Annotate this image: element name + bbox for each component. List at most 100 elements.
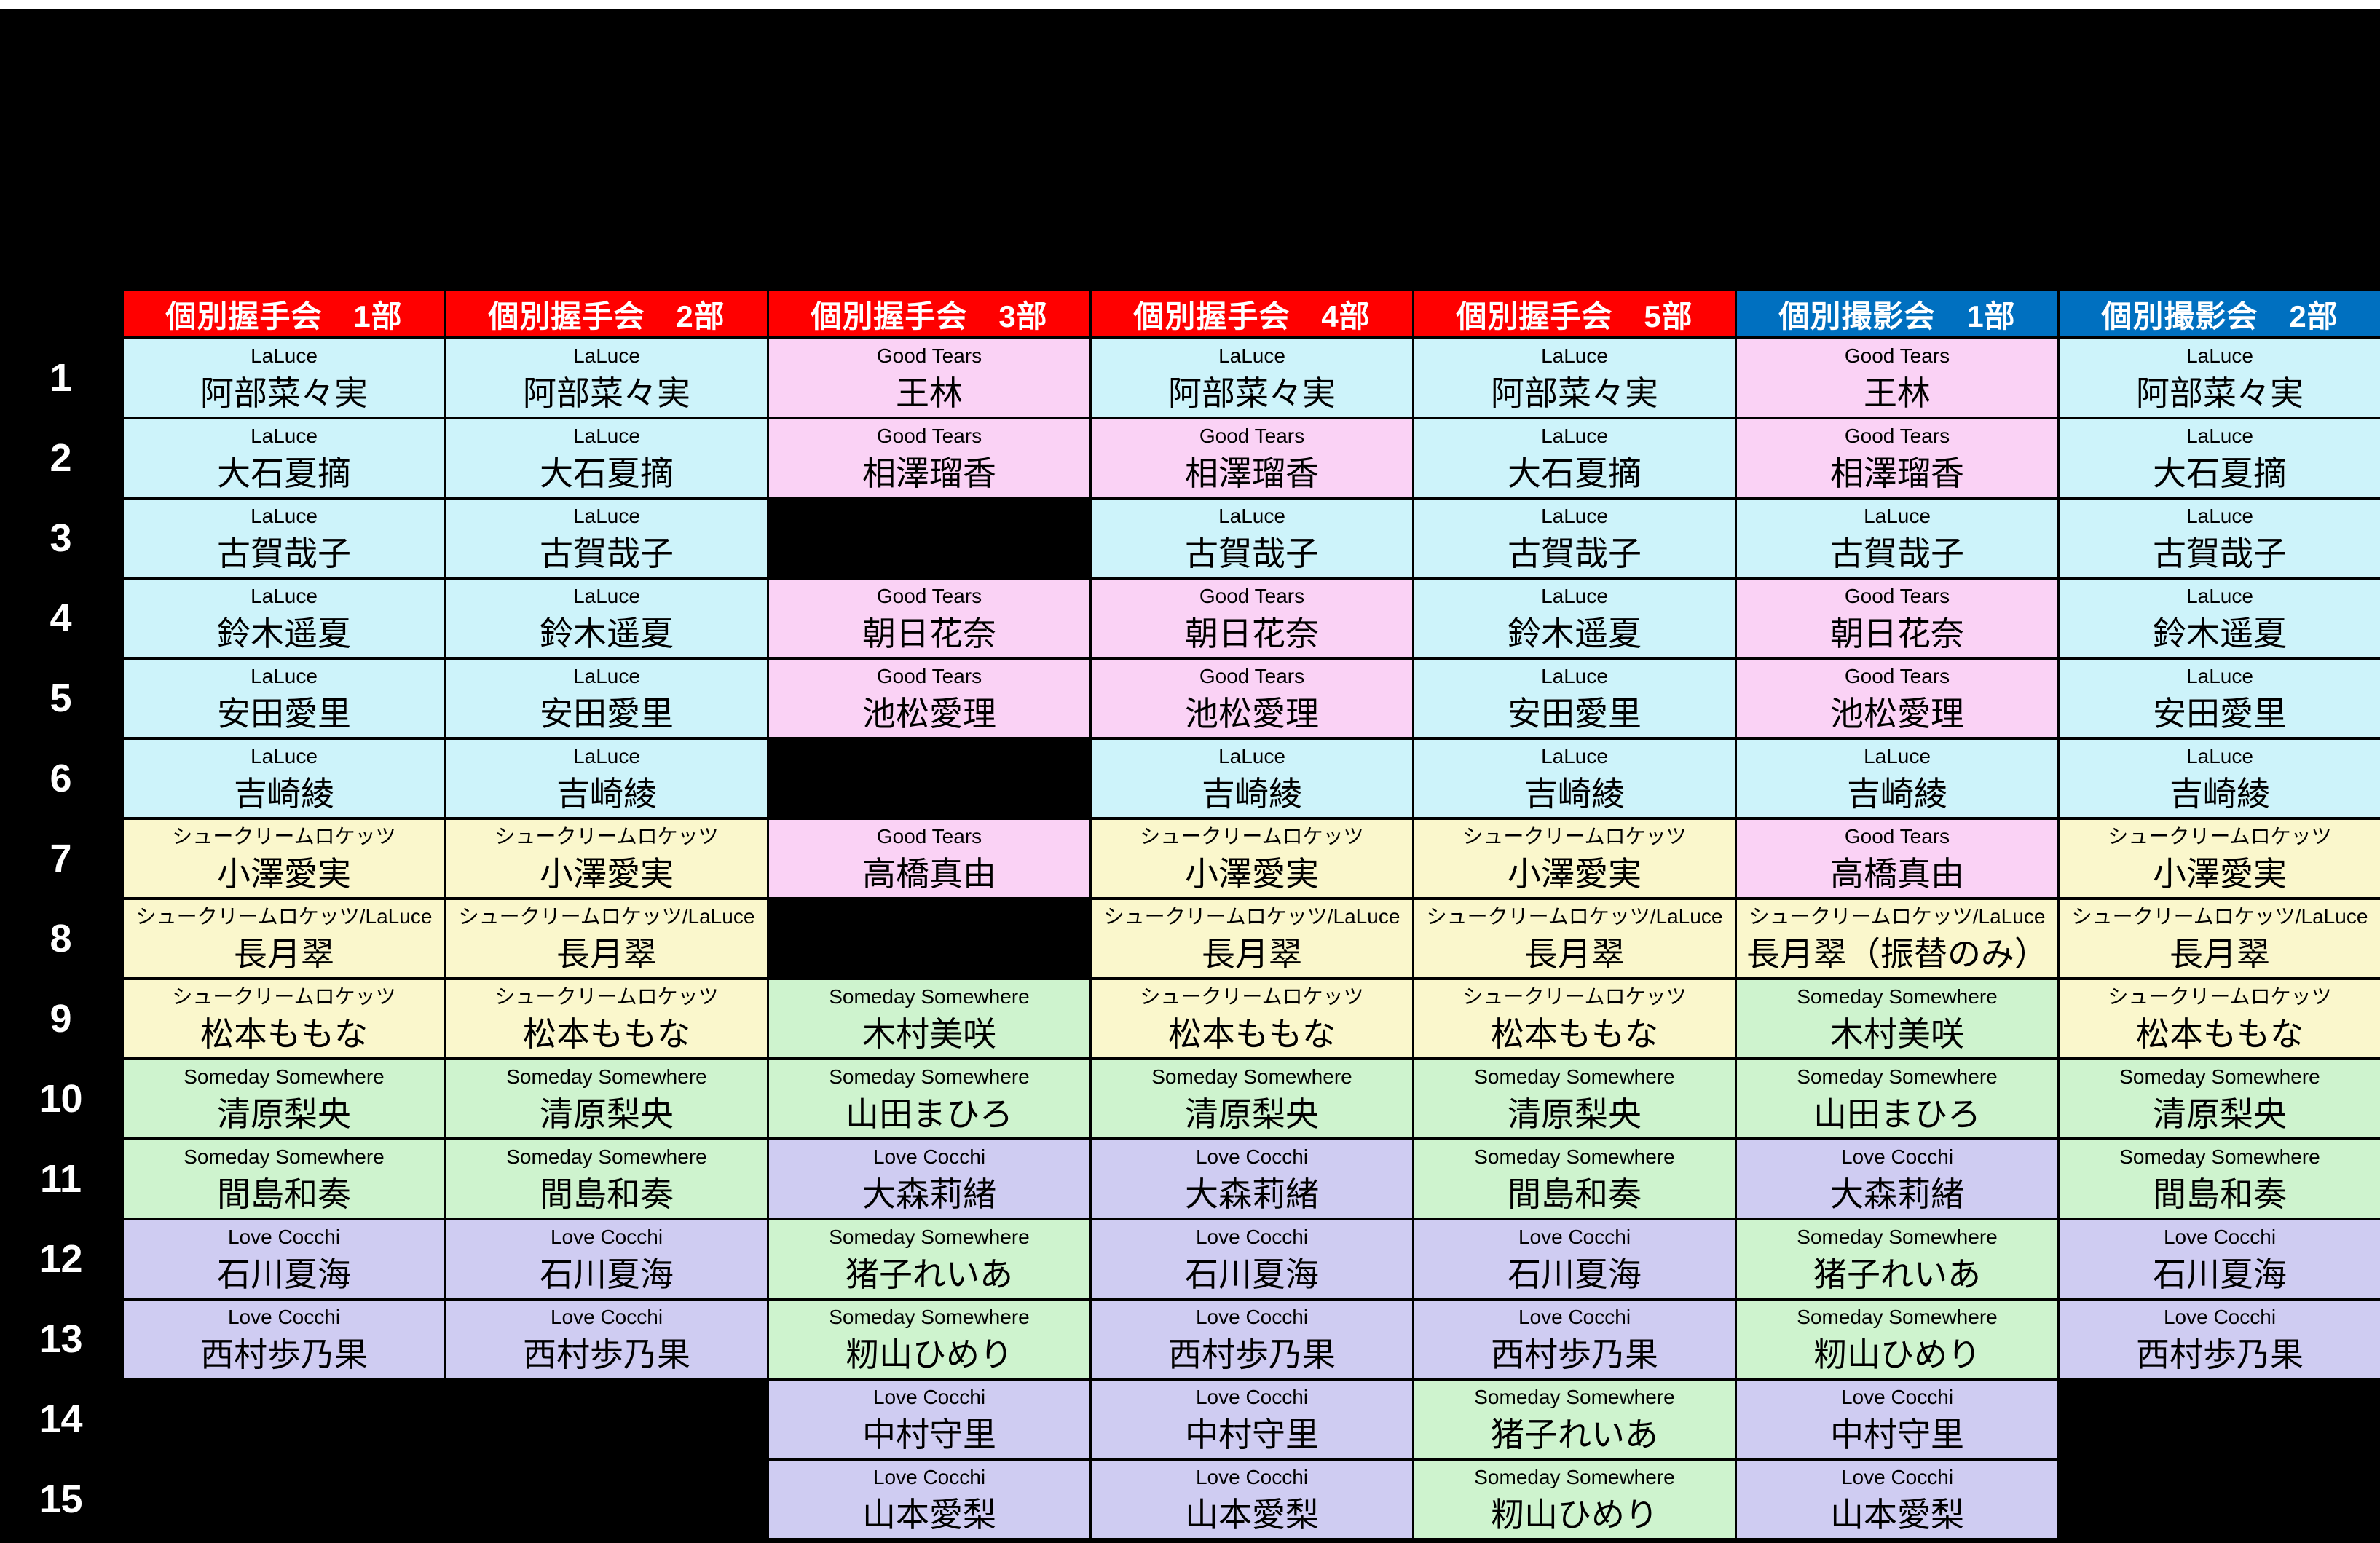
cell-member-name: 鈴木遥夏 <box>217 615 351 652</box>
cell-member-name: 松本ももな <box>2136 1015 2304 1053</box>
cell-member-name: 中村守里 <box>862 1416 996 1453</box>
cell-group-label: LaLuce <box>1541 585 1608 607</box>
header-cell-6: 個別撮影会 1部 <box>1737 291 2057 336</box>
cell-member-name: 長月翠 <box>2170 935 2270 973</box>
cell-member-name: 吉崎綾 <box>556 775 657 813</box>
cell-group-label: LaLuce <box>573 665 640 687</box>
cell-group-label: Good Tears <box>1199 585 1305 607</box>
schedule-cell: LaLuce 古賀哉子 <box>2060 500 2380 577</box>
schedule-cell: Good Tears 高橋真由 <box>1737 820 2057 897</box>
cell-group-label: Someday Somewhere <box>184 1065 385 1088</box>
schedule-cell: Someday Somewhere 間島和奏 <box>2060 1140 2380 1218</box>
cell-group-label: LaLuce <box>2186 425 2253 447</box>
schedule-cell: シュークリームロケッツ/LaLuce 長月翠 <box>2060 900 2380 977</box>
schedule-cell: Love Cocchi 石川夏海 <box>1092 1220 1412 1298</box>
schedule-cell: シュークリームロケッツ/LaLuce 長月翠（振替のみ） <box>1737 900 2057 977</box>
cell-group-label: シュークリームロケッツ/LaLuce <box>2071 905 2368 928</box>
schedule-cell: Someday Somewhere 猪子れいあ <box>769 1220 1089 1298</box>
cell-member-name: 吉崎綾 <box>1524 775 1625 813</box>
row-number-2: 2 <box>0 419 122 497</box>
cell-member-name: 間島和奏 <box>1508 1175 1642 1213</box>
cell-member-name: 長月翠 <box>1524 935 1625 973</box>
cell-group-label: LaLuce <box>573 745 640 767</box>
cell-group-label: LaLuce <box>1218 745 1285 767</box>
schedule-cell: LaLuce 安田愛里 <box>1414 660 1735 737</box>
schedule-cell: Love Cocchi 石川夏海 <box>2060 1220 2380 1298</box>
cell-member-name: 安田愛里 <box>2153 695 2287 733</box>
cell-group-label: Someday Somewhere <box>1797 1306 1998 1328</box>
cell-group-label: Love Cocchi <box>1518 1226 1631 1248</box>
cell-member-name: 松本ももな <box>200 1015 368 1053</box>
schedule-cell: Good Tears 相澤瑠香 <box>1092 419 1412 497</box>
cell-member-name: 石川夏海 <box>1508 1255 1642 1293</box>
cell-member-name: 阿部菜々実 <box>523 374 690 412</box>
schedule-cell: Someday Somewhere 木村美咲 <box>1737 980 2057 1057</box>
cell-member-name: 安田愛里 <box>217 695 351 733</box>
cell-member-name: 石川夏海 <box>2153 1255 2287 1293</box>
cell-group-label: Good Tears <box>1844 665 1950 687</box>
cell-group-label: Love Cocchi <box>550 1226 663 1248</box>
schedule-cell: LaLuce 大石夏摘 <box>446 419 767 497</box>
cell-member-name: 古賀哉子 <box>217 534 351 572</box>
cell-group-label: シュークリームロケッツ/LaLuce <box>135 905 433 928</box>
cell-member-name: 山本愛梨 <box>862 1496 996 1534</box>
schedule-cell: Love Cocchi 西村歩乃果 <box>124 1301 444 1378</box>
schedule-cell: シュークリームロケッツ 小澤愛実 <box>124 820 444 897</box>
top-white-strip <box>0 0 2380 9</box>
cell-group-label: Good Tears <box>1199 425 1305 447</box>
empty-cell <box>446 1381 767 1458</box>
schedule-cell: シュークリームロケッツ/LaLuce 長月翠 <box>446 900 767 977</box>
cell-group-label: LaLuce <box>573 585 640 607</box>
cell-group-label: シュークリームロケッツ <box>172 985 396 1008</box>
schedule-cell: LaLuce 吉崎綾 <box>446 740 767 817</box>
schedule-cell: Good Tears 相澤瑠香 <box>769 419 1089 497</box>
cell-member-name: 松本ももな <box>1491 1015 1658 1053</box>
schedule-cell: Good Tears 池松愛理 <box>769 660 1089 737</box>
cell-member-name: 長月翠 <box>1202 935 1302 973</box>
cell-member-name: 清原梨央 <box>540 1095 674 1133</box>
empty-cell <box>769 900 1089 977</box>
schedule-cell: Someday Somewhere 猪子れいあ <box>1737 1220 2057 1298</box>
schedule-cell: LaLuce 阿部菜々実 <box>124 339 444 417</box>
cell-member-name: 松本ももな <box>523 1015 690 1053</box>
cell-member-name: 大森莉緒 <box>862 1175 996 1213</box>
cell-group-label: Love Cocchi <box>2163 1306 2277 1328</box>
schedule-cell: Someday Somewhere 猪子れいあ <box>1414 1381 1735 1458</box>
corner-cell <box>0 291 122 336</box>
schedule-cell: Someday Somewhere 間島和奏 <box>124 1140 444 1218</box>
cell-member-name: 小澤愛実 <box>1185 855 1319 893</box>
schedule-cell: LaLuce 吉崎綾 <box>1414 740 1735 817</box>
schedule-cell: シュークリームロケッツ松本ももな <box>446 980 767 1057</box>
cell-group-label: シュークリームロケッツ <box>494 985 719 1008</box>
cell-group-label: LaLuce <box>1541 425 1608 447</box>
schedule-cell: Love Cocchi 大森莉緒 <box>1737 1140 2057 1218</box>
schedule-cell: シュークリームロケッツ/LaLuce 長月翠 <box>124 900 444 977</box>
schedule-cell: Good Tears 相澤瑠香 <box>1737 419 2057 497</box>
cell-member-name: 猪子れいあ <box>1813 1255 1981 1293</box>
cell-member-name: 西村歩乃果 <box>1491 1335 1658 1373</box>
cell-group-label: Love Cocchi <box>1195 1466 1309 1488</box>
schedule-cell: LaLuce 古賀哉子 <box>124 500 444 577</box>
cell-group-label: Good Tears <box>876 585 982 607</box>
cell-group-label: LaLuce <box>251 745 318 767</box>
schedule-cell: Someday Somewhere 清原梨央 <box>1092 1060 1412 1137</box>
schedule-cell: シュークリームロケッツ 松本ももな <box>2060 980 2380 1057</box>
cell-member-name: 朝日花奈 <box>1830 615 1964 652</box>
cell-group-label: LaLuce <box>251 344 318 367</box>
schedule-cell: シュークリームロケッツ松本ももな <box>124 980 444 1057</box>
cell-member-name: 中村守里 <box>1830 1416 1964 1453</box>
schedule-cell: LaLuce 古賀哉子 <box>446 500 767 577</box>
cell-member-name: 西村歩乃果 <box>1168 1335 1336 1373</box>
schedule-cell: LaLuce 古賀哉子 <box>1092 500 1412 577</box>
schedule-cell: LaLuce 鈴木遥夏 <box>124 580 444 657</box>
cell-member-name: 籾山ひめり <box>1813 1335 1981 1373</box>
cell-group-label: Love Cocchi <box>872 1466 986 1488</box>
cell-member-name: 鈴木遥夏 <box>1508 615 1642 652</box>
cell-group-label: Love Cocchi <box>1195 1226 1309 1248</box>
cell-group-label: Love Cocchi <box>872 1386 986 1408</box>
cell-member-name: 相澤瑠香 <box>862 454 996 492</box>
cell-member-name: 清原梨央 <box>1508 1095 1642 1133</box>
schedule-cell: Good Tears 池松愛理 <box>1092 660 1412 737</box>
cell-group-label: LaLuce <box>1541 745 1608 767</box>
cell-member-name: 朝日花奈 <box>1185 615 1319 652</box>
